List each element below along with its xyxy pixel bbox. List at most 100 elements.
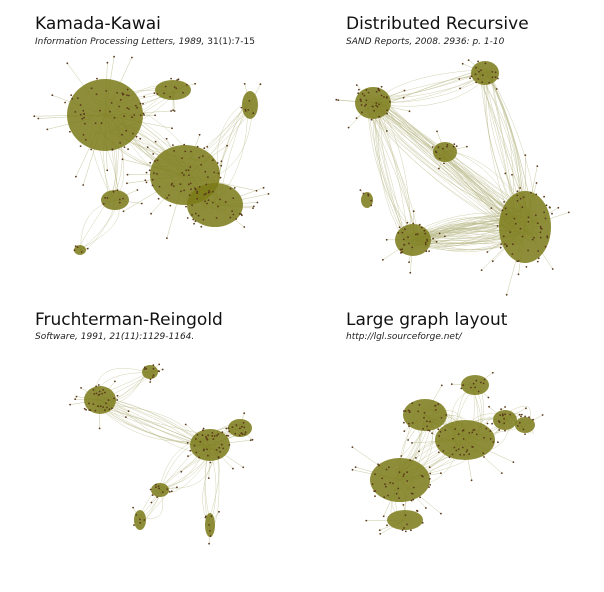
graph-node [434,404,437,407]
graph-node [378,115,380,118]
graph-node [85,408,87,411]
graph-node [185,169,188,172]
graph-node [212,190,214,193]
graph-node [497,441,499,444]
graph-node [101,392,104,395]
graph-node [503,422,506,425]
graph-node [217,205,219,208]
graph-node [412,210,415,213]
graph-node [220,160,223,163]
node-cluster [493,410,517,430]
graph-node [521,206,524,209]
graph-node [516,194,519,197]
graph-node [438,435,441,437]
graph-node [106,61,109,64]
graph-node [511,173,513,176]
graph-node [468,432,471,434]
graph-node [218,510,220,513]
graph-node [95,392,98,395]
graph-node [182,91,184,94]
graph-node [252,205,255,208]
graph-node [247,109,250,111]
graph-node [188,183,190,186]
graph-node [51,94,54,97]
graph-node [217,172,220,175]
graph-node [516,200,519,202]
graph-node [163,92,165,95]
graph-node [95,93,98,96]
graph-node [219,450,222,453]
graph-node [111,148,114,151]
graph-node [467,59,470,61]
graph-node [99,109,101,112]
graph-node [136,189,139,191]
graph-node [139,521,142,524]
graph-node [347,126,350,129]
graph-node [161,368,164,371]
graph-node [188,194,191,197]
graph-node [490,207,493,210]
graph-node [415,233,417,236]
graph-node [517,273,520,276]
graph-node [105,402,107,405]
graph-node [211,201,214,204]
graph-node [411,402,414,405]
graph-node [386,109,388,111]
graph-node [397,232,400,234]
graph-node [522,428,525,431]
graph-node [485,427,488,430]
graph-node [224,201,227,203]
graph-node [81,117,84,120]
graph-node [238,434,241,437]
graph-node [126,107,129,109]
graph-node [489,438,492,440]
graph-node [153,92,156,95]
graph-node [544,217,547,220]
graph-edge [375,104,524,218]
graph-node [557,206,560,209]
graph-edge [370,105,405,241]
graph-node [64,101,66,104]
graph-node [527,220,530,223]
graph-node [392,482,394,485]
graph-node [116,399,118,401]
graph-node [379,533,382,535]
graph-node [172,185,175,188]
graph-node [462,438,465,440]
graph-node [186,441,189,444]
cluster-layer [67,79,258,255]
graph-node [116,92,119,94]
graph-node [524,415,526,418]
graph-edge [372,106,520,234]
graph-node [408,425,410,427]
graph-node [398,226,401,229]
graph-node [431,432,433,435]
graph-node [156,93,159,95]
graph-node [374,473,376,476]
graph-node [222,447,225,450]
graph-node [512,243,514,246]
graph-node [437,444,440,447]
graph-node [102,389,104,391]
graph-node [92,403,95,405]
graph-node [94,409,97,412]
graph-node [488,81,490,84]
graph-node [79,113,82,116]
graph-node [231,210,234,213]
graph-node [143,95,146,98]
graph-node [128,94,130,97]
citation-plain: 31(1):7-15 [204,37,255,47]
graph-node [383,496,386,499]
graph-node [208,524,211,526]
graph-node [171,127,173,130]
graph-edge [380,96,418,233]
graph-node [206,202,208,205]
graph-node [494,76,497,79]
graph-node [119,98,122,101]
graph-node [532,418,534,421]
graph-node [408,410,411,412]
graph-node [416,510,419,513]
graph-node [480,269,483,271]
graph-node [156,173,158,175]
graph-node [440,472,442,475]
